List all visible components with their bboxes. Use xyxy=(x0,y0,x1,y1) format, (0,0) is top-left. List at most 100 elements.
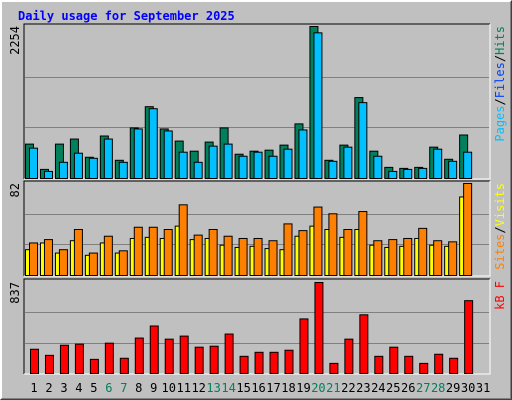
chart-title: Daily usage for September 2025 xyxy=(18,9,235,23)
legend-entry: Sites xyxy=(493,234,507,270)
bar xyxy=(463,151,473,179)
x-tick-label: 23 xyxy=(356,381,370,395)
bar xyxy=(359,314,369,374)
x-tick-label: 10 xyxy=(162,381,176,395)
bar xyxy=(283,148,293,179)
bar xyxy=(433,240,443,276)
bar xyxy=(388,170,398,179)
bar xyxy=(178,204,188,277)
x-tick-label: 26 xyxy=(401,381,415,395)
x-tick-label: 13 xyxy=(206,381,220,395)
bar xyxy=(388,239,398,277)
bar xyxy=(224,333,234,375)
bar xyxy=(30,348,39,374)
bar xyxy=(404,355,414,375)
bar xyxy=(283,223,293,276)
bar xyxy=(164,338,174,374)
bar xyxy=(254,351,264,375)
bar xyxy=(193,161,203,180)
bar xyxy=(343,146,353,179)
bar xyxy=(223,143,233,179)
bar xyxy=(58,161,68,180)
x-tick-label: 9 xyxy=(150,381,157,395)
y-tick-label: 837 xyxy=(8,282,22,304)
bar xyxy=(88,157,98,180)
bar xyxy=(389,346,399,374)
bar xyxy=(73,152,83,179)
x-tick-label: 7 xyxy=(120,381,127,395)
bar xyxy=(238,155,248,180)
frame xyxy=(23,180,490,276)
legend: kB F xyxy=(493,281,507,310)
x-tick-label: 27 xyxy=(416,381,430,395)
bar xyxy=(298,129,308,179)
bar xyxy=(43,239,53,277)
x-tick-label: 4 xyxy=(75,381,82,395)
bar xyxy=(448,241,458,276)
bar xyxy=(178,151,188,179)
bar xyxy=(373,240,383,276)
bar xyxy=(434,353,444,375)
bar xyxy=(103,138,113,180)
x-tick-label: 20 xyxy=(311,381,325,395)
bar xyxy=(433,148,443,179)
bar xyxy=(59,344,69,375)
bar xyxy=(403,168,413,179)
legend-separator: / xyxy=(493,226,507,233)
bar xyxy=(448,160,458,180)
x-tick-label: 12 xyxy=(191,381,205,395)
bar xyxy=(328,160,338,180)
x-tick-label: 25 xyxy=(386,381,400,395)
bar xyxy=(284,349,294,375)
bar xyxy=(314,282,324,374)
bar xyxy=(208,229,218,276)
legend-entry: Pages xyxy=(493,106,507,142)
x-tick-label: 15 xyxy=(236,381,250,395)
bar xyxy=(149,325,159,374)
bar xyxy=(464,300,474,375)
bar xyxy=(163,229,173,276)
bar xyxy=(373,155,383,180)
x-tick-label: 11 xyxy=(176,381,190,395)
x-tick-label: 8 xyxy=(135,381,142,395)
legend-separator: / xyxy=(493,98,507,105)
bar xyxy=(238,237,248,277)
legend-entry: kB F xyxy=(493,281,507,310)
x-tick-label: 28 xyxy=(431,381,445,395)
x-tick-label: 22 xyxy=(341,381,355,395)
bar xyxy=(403,237,413,277)
x-tick-label: 24 xyxy=(371,381,385,395)
legend-entry: Visits xyxy=(493,183,507,226)
x-tick-label: 31 xyxy=(476,381,490,395)
legend: Sites/Visits xyxy=(493,183,507,270)
legend-entry: Files xyxy=(493,62,507,98)
bar xyxy=(133,128,143,179)
bar xyxy=(328,213,338,276)
bar xyxy=(209,345,219,375)
bar xyxy=(418,227,428,277)
frame xyxy=(23,278,490,374)
bar xyxy=(43,170,53,179)
bar xyxy=(89,358,99,374)
x-tick-label: 21 xyxy=(326,381,340,395)
bar xyxy=(239,355,249,375)
bar xyxy=(253,237,263,277)
frame xyxy=(24,24,491,180)
bar xyxy=(269,351,279,375)
bar xyxy=(358,102,368,179)
bar xyxy=(418,167,428,179)
x-tick-label: 18 xyxy=(281,381,295,395)
bar xyxy=(298,230,308,276)
bar xyxy=(208,145,218,179)
frame xyxy=(24,279,491,375)
bar xyxy=(118,161,128,180)
x-tick-label: 1 xyxy=(30,381,37,395)
x-tick-label: 6 xyxy=(105,381,112,395)
legend: Pages/Files/Hits xyxy=(493,26,507,142)
bar xyxy=(148,108,158,179)
bar xyxy=(134,337,144,375)
x-tick-label: 19 xyxy=(296,381,310,395)
bar xyxy=(358,211,368,276)
bar xyxy=(419,362,429,374)
